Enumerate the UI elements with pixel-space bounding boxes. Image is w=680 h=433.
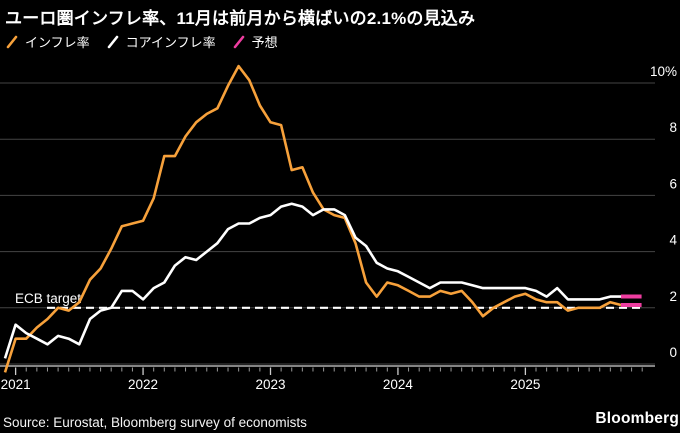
legend-slash-icon — [6, 35, 18, 48]
y-axis-tick-label: 2 — [669, 289, 677, 304]
x-axis-year-label: 2021 — [1, 377, 31, 392]
x-axis-year-label: 2022 — [128, 377, 158, 392]
bloomberg-logo: Bloomberg — [595, 410, 679, 427]
series-line-inflation — [3, 64, 622, 373]
legend-label: 予想 — [251, 35, 278, 50]
x-axis-year-label: 2025 — [510, 377, 540, 392]
legend-label: コアインフレ率 — [125, 35, 216, 50]
legend-slash-icon — [233, 35, 244, 48]
x-axis-year-label: 2024 — [383, 377, 414, 392]
legend-item-forecast: 予想 — [233, 32, 278, 51]
y-axis-tick-label: 10% — [650, 64, 677, 79]
y-axis-tick-label: 0 — [669, 345, 677, 360]
legend-item-core-inflation: コアインフレ率 — [107, 32, 216, 51]
y-axis-tick-label: 8 — [669, 120, 677, 135]
y-axis-tick-label: 4 — [669, 233, 677, 248]
legend-item-inflation: インフレ率 — [6, 32, 90, 51]
legend-slash-icon — [107, 35, 118, 48]
chart-title: ユーロ圏インフレ率、11月は前月から横ばいの2.1%の見込み — [5, 9, 476, 28]
source-note: Source: Eurostat, Bloomberg survey of ec… — [3, 415, 307, 430]
series-line-core-inflation — [3, 202, 621, 359]
x-axis-year-label: 2023 — [255, 377, 285, 392]
y-axis-tick-label: 6 — [669, 176, 677, 191]
ecb-target-label: ECB target — [15, 291, 81, 306]
chart-legend: インフレ率 コアインフレ率 予想 — [6, 32, 278, 51]
legend-label: インフレ率 — [25, 35, 90, 50]
